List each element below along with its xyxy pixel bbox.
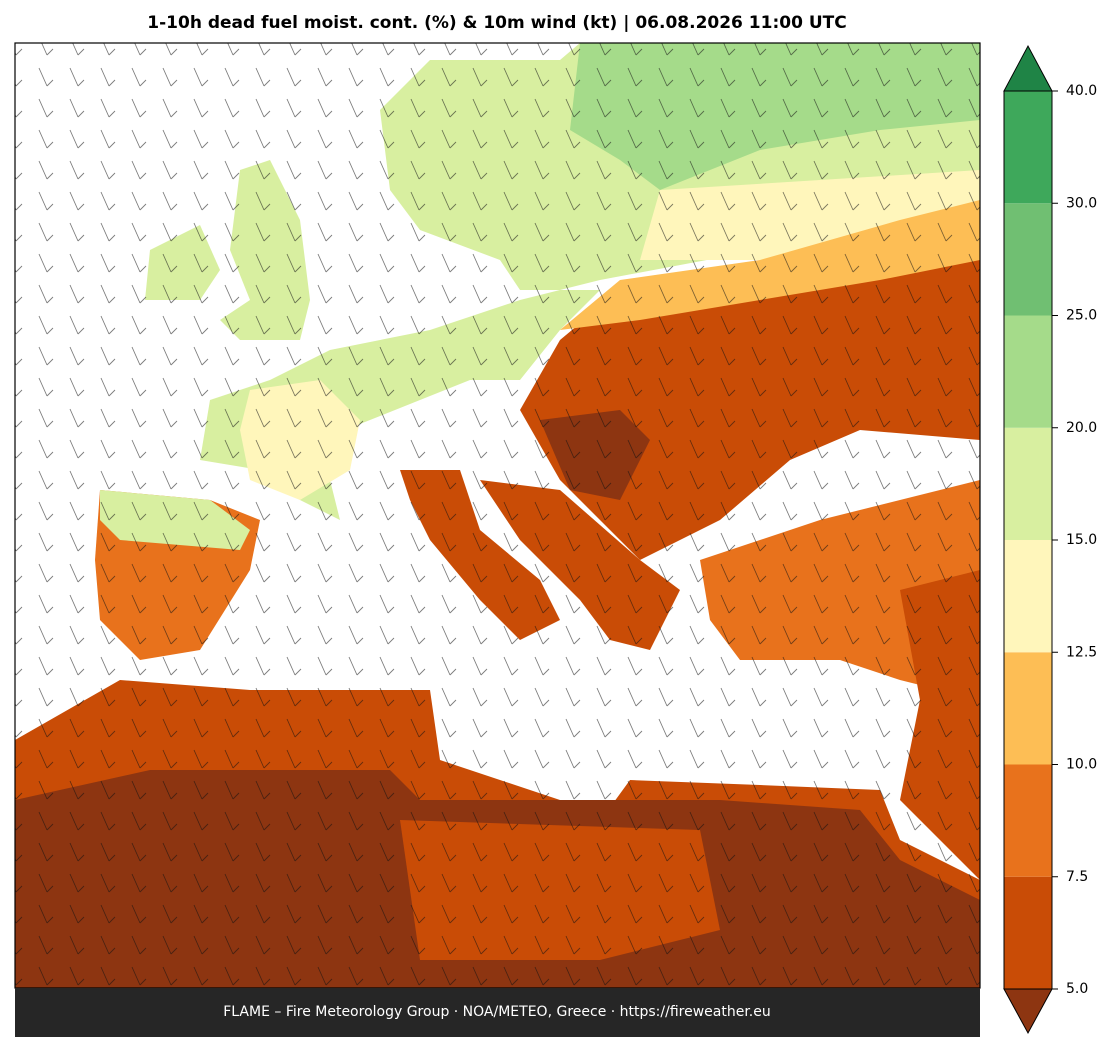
colorbar-segment [1004, 91, 1052, 204]
colorbar-segment [1004, 203, 1052, 316]
colorbar: 5.0 7.5 10.0 12.5 15.0 20.0 25.0 30.0 40.0 [1003, 44, 1097, 1035]
colorbar-over [1003, 44, 1053, 92]
colorbar-tick-label: 12.5 [1066, 644, 1097, 660]
colorbar-tick-label: 20.0 [1066, 420, 1097, 436]
colorbar-segment [1004, 876, 1052, 989]
colorbar-tick-label: 25.0 [1066, 308, 1097, 324]
colorbar-tick-label: 30.0 [1066, 195, 1097, 211]
colorbar-tick-label: 15.0 [1066, 532, 1097, 548]
colorbar-segment [1004, 315, 1052, 428]
colorbar-tick-label: 7.5 [1066, 869, 1088, 885]
wind-barbs [15, 43, 980, 988]
footer: FLAME – Fire Meteorology Group · NOA/MET… [223, 1004, 771, 1020]
colorbar-tick-label: 10.0 [1066, 757, 1097, 773]
colorbar-segment [1004, 540, 1052, 653]
map [15, 43, 980, 988]
colorbar-segment [1004, 427, 1052, 540]
colorbar-under [1003, 988, 1053, 1035]
colorbar-segment [1004, 764, 1052, 877]
colorbar-segment [1004, 652, 1052, 765]
colorbar-tick-label: 5.0 [1066, 981, 1088, 997]
colorbar-tick-label: 40.0 [1066, 83, 1097, 99]
footer-bar [15, 988, 980, 1037]
title: 1-10h dead fuel moist. cont. (%) & 10m w… [147, 13, 846, 33]
